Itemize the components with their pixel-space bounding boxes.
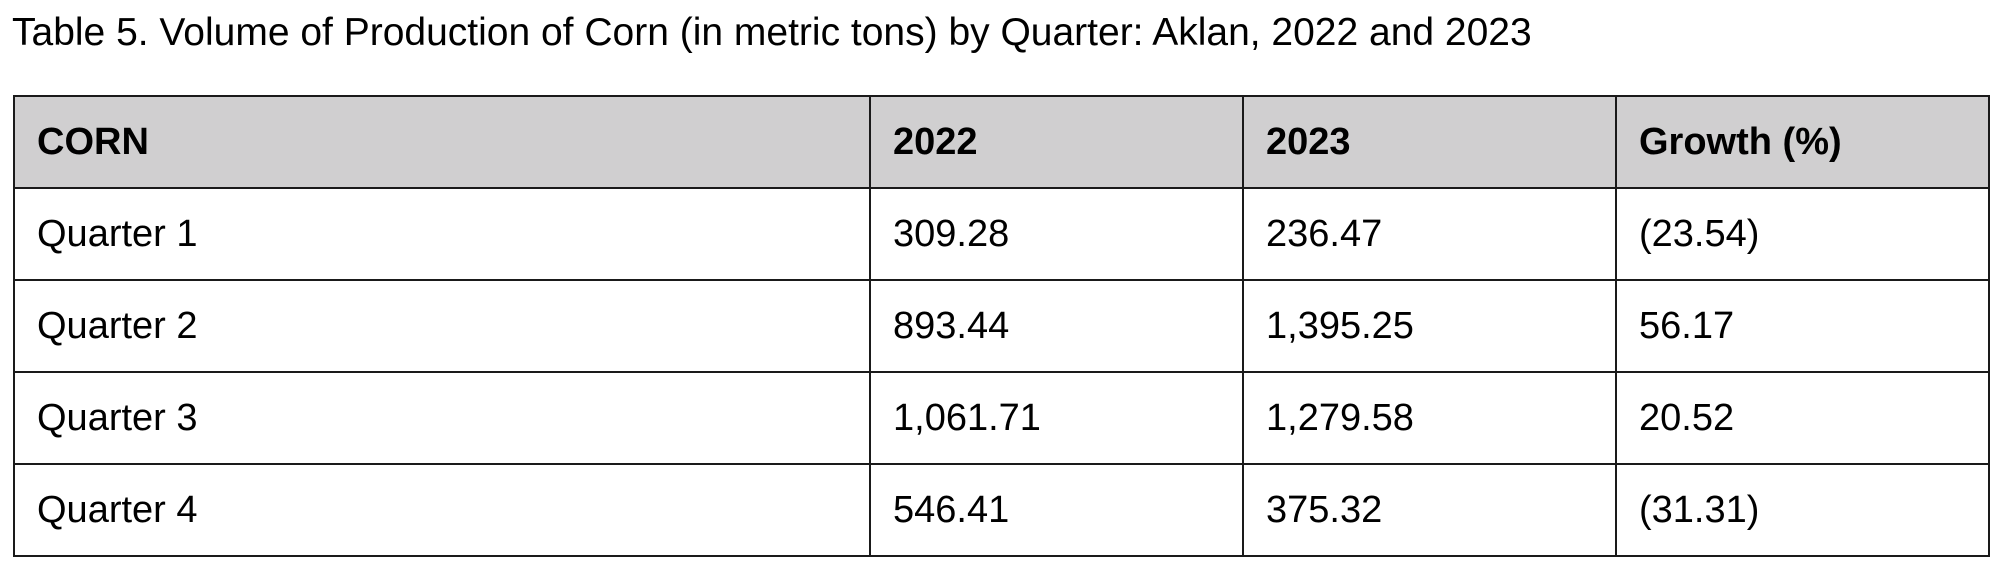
row-label: Quarter 1 xyxy=(13,187,871,281)
data-cell: 1,395.25 xyxy=(1242,279,1617,373)
table-row: Quarter 3 1,061.71 1,279.58 20.52 xyxy=(13,371,1990,465)
header-row: CORN 2022 2023 Growth (%) xyxy=(13,95,1990,189)
data-cell: 56.17 xyxy=(1615,279,1990,373)
data-cell: 893.44 xyxy=(869,279,1244,373)
data-cell: (31.31) xyxy=(1615,463,1990,557)
table-row: Quarter 1 309.28 236.47 (23.54) xyxy=(13,187,1990,281)
data-cell: 1,279.58 xyxy=(1242,371,1617,465)
data-cell: 309.28 xyxy=(869,187,1244,281)
header-cell: Growth (%) xyxy=(1615,95,1990,189)
table-row: Quarter 4 546.41 375.32 (31.31) xyxy=(13,463,1990,557)
header-cell: 2022 xyxy=(869,95,1244,189)
data-cell: 1,061.71 xyxy=(869,371,1244,465)
table-body: Quarter 1 309.28 236.47 (23.54) Quarter 2 893… xyxy=(13,187,1990,557)
row-label: Quarter 4 xyxy=(13,463,871,557)
header-cell: CORN xyxy=(13,95,871,189)
data-cell: 375.32 xyxy=(1242,463,1617,557)
table-row: Quarter 2 893.44 1,395.25 56.17 xyxy=(13,279,1990,373)
data-cell: 546.41 xyxy=(869,463,1244,557)
data-cell: 20.52 xyxy=(1615,371,1990,465)
row-label: Quarter 2 xyxy=(13,279,871,373)
data-cell: 236.47 xyxy=(1242,187,1617,281)
data-cell: (23.54) xyxy=(1615,187,1990,281)
data-table: CORN 2022 2023 Growth (%) Quarter 1 309.28 23… xyxy=(13,95,1990,557)
row-label: Quarter 3 xyxy=(13,371,871,465)
header-cell: 2023 xyxy=(1242,95,1617,189)
table-title: Table 5. Volume of Production of Corn (i… xyxy=(12,11,1532,54)
table-head: CORN 2022 2023 Growth (%) xyxy=(13,95,1990,189)
